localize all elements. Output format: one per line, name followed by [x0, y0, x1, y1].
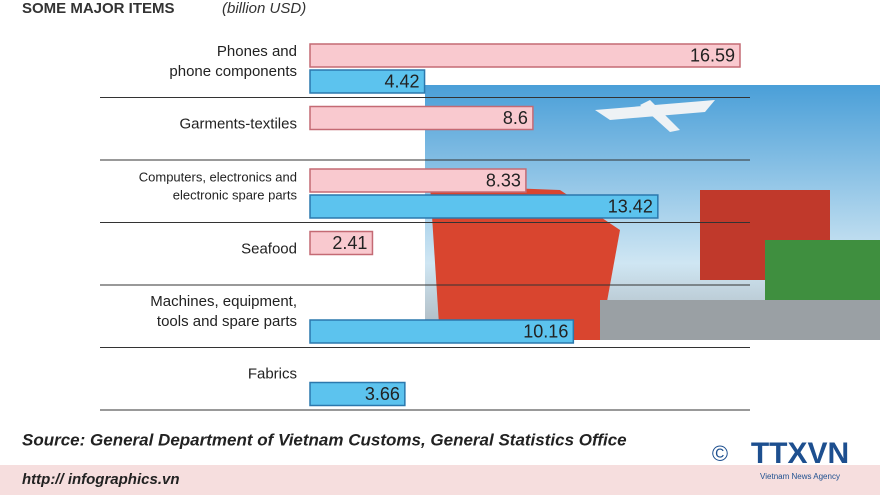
- bar: [309, 43, 741, 68]
- dock: [600, 300, 880, 340]
- value-label: 10.16: [523, 321, 568, 341]
- category-label: tools and spare parts: [157, 313, 297, 330]
- copyright: ©: [712, 441, 728, 466]
- bar: [309, 319, 575, 344]
- bars: Phones and phone components 16.59 4.42 Garme…: [100, 43, 750, 411]
- bar: [309, 105, 534, 131]
- logo-caption: Vietnam News Agency: [760, 472, 840, 481]
- subtitle: (billion USD): [222, 0, 306, 17]
- value-label: 2.41: [332, 233, 367, 253]
- plane: [595, 100, 715, 132]
- bar: [309, 69, 426, 94]
- footer-band: [0, 465, 880, 495]
- value-label: 16.59: [690, 45, 735, 65]
- value-label: 13.42: [608, 196, 653, 216]
- value-label: 4.42: [385, 71, 420, 91]
- url: http:// infographics.vn: [22, 471, 180, 488]
- category-label: Garments-textiles: [179, 116, 297, 133]
- category-label: Machines, equipment,: [150, 293, 297, 310]
- value-label: 3.66: [365, 384, 400, 404]
- category-label: phone components: [169, 63, 297, 80]
- bar: [309, 168, 527, 193]
- category-label: electronic spare parts: [173, 188, 298, 203]
- truck: [765, 240, 880, 300]
- ship: [430, 185, 620, 340]
- category-label: Fabrics: [248, 366, 297, 383]
- bar: [309, 194, 659, 219]
- value-label: 8.6: [503, 108, 528, 128]
- category-label: Phones and: [217, 43, 297, 60]
- bar: [309, 381, 406, 407]
- source: Source: General Department of Vietnam Cu…: [22, 430, 627, 449]
- category-label: Seafood: [241, 241, 297, 258]
- title: SOME MAJOR ITEMS: [22, 0, 175, 17]
- logo: TTXVN: [751, 437, 849, 470]
- value-label: 8.33: [486, 170, 521, 190]
- category-label: Computers, electronics and: [139, 170, 297, 185]
- bar: [309, 230, 374, 256]
